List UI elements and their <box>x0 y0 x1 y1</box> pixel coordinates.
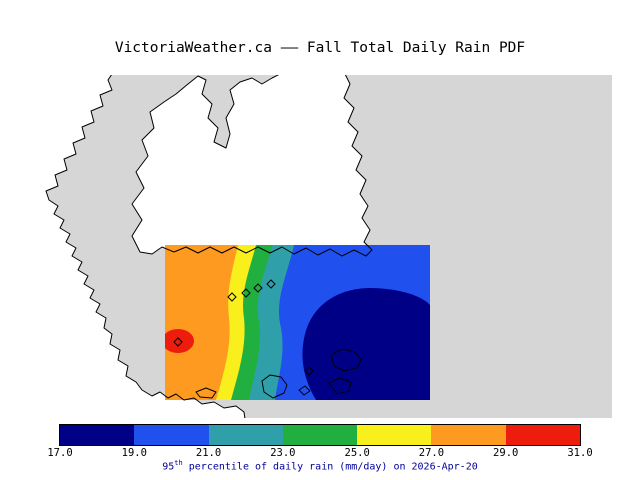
colorbar-segment-1 <box>134 425 209 445</box>
colorbar-tick-label: 27.0 <box>418 447 445 459</box>
caption-base: 95 <box>162 461 175 473</box>
colorbar-tick-label: 23.0 <box>270 447 296 459</box>
station-marker <box>173 337 183 347</box>
colorbar-tick-labels: 17.0 19.0 21.0 23.0 25.0 27.0 29.0 31.0 <box>47 447 592 460</box>
colorbar-segment-3 <box>282 425 358 445</box>
caption-superscript: th <box>174 459 183 467</box>
colorbar <box>59 424 581 446</box>
caption-rest: percentile of daily rain (mm/day) on 202… <box>182 461 478 473</box>
station-markers <box>173 279 314 376</box>
station-marker <box>227 292 237 302</box>
colorbar-tick-label: 29.0 <box>493 447 519 459</box>
station-marker <box>266 279 276 289</box>
colorbar-segment-6 <box>505 425 580 445</box>
colorbar-segment-2 <box>208 425 283 445</box>
station-marker <box>304 366 314 376</box>
colorbar-tick-label: 31.0 <box>567 447 593 459</box>
colorbar-tick-label: 25.0 <box>344 447 370 459</box>
contour-band-17-19 <box>302 288 430 400</box>
colorbar-tick-label: 19.0 <box>121 447 147 459</box>
colorbar-segment-5 <box>431 425 506 445</box>
station-marker <box>253 283 263 293</box>
colorbar-tick-label: 17.0 <box>47 447 73 459</box>
station-marker <box>241 288 251 298</box>
plot-title: VictoriaWeather.ca —— Fall Total Daily R… <box>114 40 526 56</box>
colorbar-segment-0 <box>60 425 135 445</box>
colorbar-segment-4 <box>357 425 432 445</box>
contour-field <box>165 245 430 400</box>
contour-band-29-31 <box>165 329 194 353</box>
colorbar-tick-label: 21.0 <box>195 447 222 459</box>
colorbar-caption: 95th percentile of daily rain (mm/day) o… <box>0 459 640 472</box>
